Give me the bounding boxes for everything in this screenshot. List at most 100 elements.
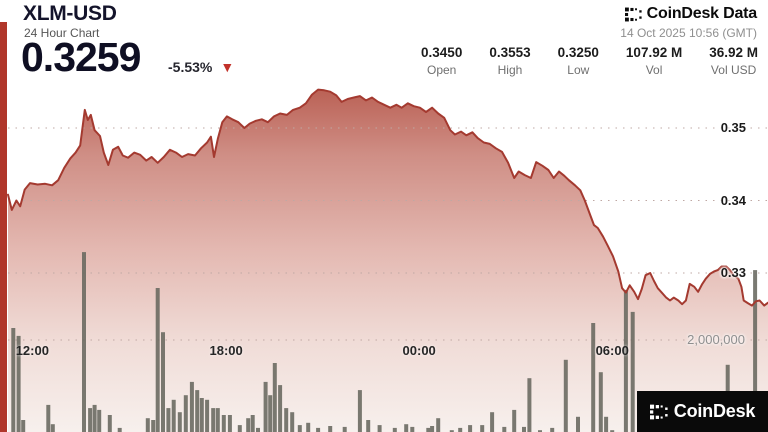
volume-bar	[410, 426, 415, 432]
volume-bar	[449, 430, 454, 432]
stat-low-label: Low	[567, 63, 590, 77]
volume-bar	[246, 418, 251, 432]
volume-bar	[16, 335, 21, 432]
price-area-fill	[8, 89, 768, 432]
volume-bar	[426, 427, 431, 432]
volume-bar	[227, 415, 232, 432]
volume-bar	[610, 430, 615, 432]
volume-bar	[151, 420, 156, 432]
volume-bar	[458, 427, 463, 432]
left-accent-strip	[0, 22, 7, 432]
stat-low-value: 0.3250	[557, 45, 599, 60]
volume-bar	[297, 425, 302, 432]
volume-bar	[316, 427, 321, 432]
stat-vol-label: Vol	[645, 63, 663, 77]
volume-bar	[436, 418, 441, 432]
watermark-label: CoinDesk	[673, 401, 756, 421]
stat-vol: 107.92 M Vol	[626, 45, 682, 77]
stat-open: 0.3450 Open	[421, 45, 462, 77]
stat-vol-usd-value: 36.92 M	[709, 45, 758, 60]
volume-bar	[604, 416, 609, 432]
current-price: 0.3259	[21, 34, 141, 80]
down-triangle-icon: ▼	[220, 59, 235, 75]
volume-bar	[92, 404, 97, 432]
volume-bar	[211, 408, 216, 432]
volume-bar	[195, 390, 200, 432]
coindesk-logo-icon	[624, 7, 642, 21]
volume-bar	[97, 409, 102, 432]
price-change-percent: -5.53%	[168, 59, 213, 75]
stat-low: 0.3250 Low	[558, 45, 599, 77]
volume-bar	[377, 425, 382, 432]
volume-bar	[250, 415, 255, 432]
volume-bar	[82, 252, 86, 432]
symbol-title: XLM-USD	[23, 2, 117, 25]
stat-vol-value: 107.92 M	[625, 45, 683, 60]
volume-bar	[468, 425, 473, 432]
volume-bar	[46, 404, 51, 432]
volume-bar	[272, 363, 277, 432]
volume-bar	[161, 332, 165, 432]
coindesk-logo-icon	[649, 404, 668, 419]
volume-bar	[392, 427, 397, 432]
stat-open-label: Open	[427, 63, 457, 77]
volume-bar	[753, 270, 758, 432]
volume-bar	[117, 427, 122, 432]
volume-bar	[155, 288, 160, 432]
stat-vol-usd-label: Vol USD	[710, 63, 757, 77]
volume-bar	[430, 426, 435, 432]
volume-bar	[490, 412, 495, 432]
volume-bar	[342, 426, 347, 432]
volume-bar	[563, 359, 568, 432]
volume-bar	[189, 381, 194, 432]
volume-bar	[404, 424, 409, 432]
volume-bar	[591, 323, 596, 432]
volume-bar	[306, 422, 311, 432]
volume-bar	[107, 415, 112, 432]
stat-high: 0.3553 High	[489, 45, 530, 77]
volume-bar	[11, 328, 16, 432]
volume-bar	[278, 385, 283, 432]
volume-bar	[145, 418, 150, 432]
volume-bar	[357, 390, 362, 432]
volume-bar	[50, 424, 55, 432]
volume-bar	[630, 311, 635, 432]
chart-period-subtitle: 24 Hour Chart	[24, 26, 100, 40]
volume-bar	[527, 378, 532, 432]
volume-bar	[538, 430, 542, 432]
volume-bar	[268, 395, 273, 432]
ohlc-stats-row: 0.3450 Open 0.3553 High 0.3250 Low 107.9…	[421, 45, 758, 77]
volume-bar	[177, 412, 182, 432]
volume-bar	[512, 409, 517, 432]
volume-bar	[290, 412, 295, 432]
stat-high-label: High	[497, 63, 523, 77]
volume-bar	[88, 408, 93, 432]
volume-bar	[366, 420, 371, 432]
volume-bar	[284, 408, 289, 432]
volume-bar	[263, 381, 268, 432]
volume-bar	[166, 408, 171, 432]
stat-high-value: 0.3553	[489, 45, 531, 60]
volume-bar	[183, 395, 188, 432]
volume-bar	[550, 427, 555, 432]
price-change: -5.53% ▼	[168, 59, 234, 75]
volume-bar	[171, 399, 176, 432]
coindesk-watermark: CoinDesk	[637, 391, 768, 432]
stat-open-value: 0.3450	[421, 45, 463, 60]
volume-bar	[576, 416, 580, 432]
chart-timestamp: 14 Oct 2025 10:56 (GMT)	[620, 26, 757, 40]
volume-bar	[205, 399, 210, 432]
volume-bar	[328, 426, 333, 432]
volume-bar	[598, 372, 603, 432]
volume-bar	[480, 425, 485, 432]
volume-bar	[21, 420, 26, 432]
stat-vol-usd: 36.92 M Vol USD	[709, 45, 758, 77]
coindesk-data-brand: CoinDesk Data	[624, 5, 757, 23]
volume-bar	[221, 415, 226, 432]
volume-bar	[237, 425, 242, 432]
volume-bar	[256, 427, 260, 432]
volume-bar	[623, 289, 628, 432]
volume-bar	[522, 426, 526, 432]
